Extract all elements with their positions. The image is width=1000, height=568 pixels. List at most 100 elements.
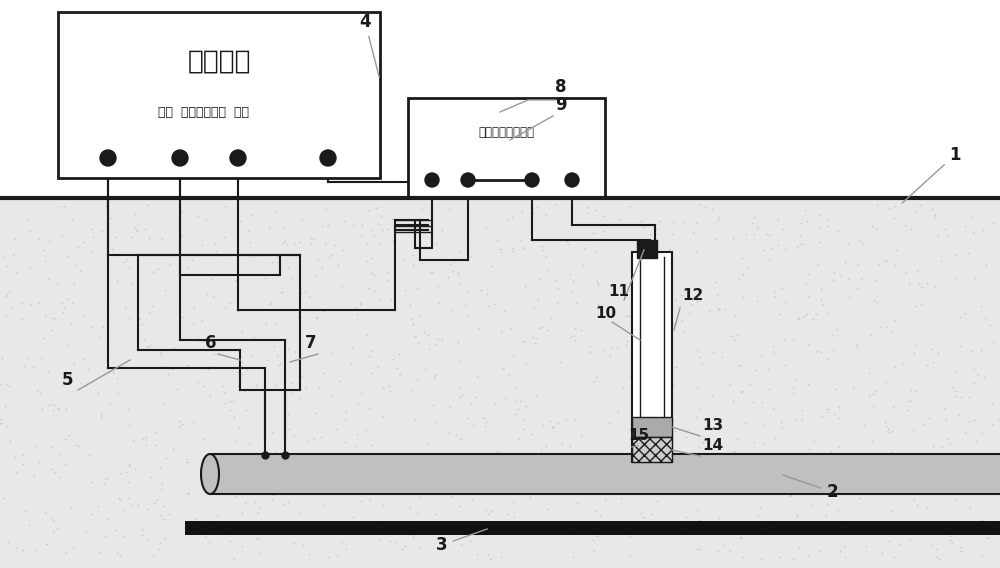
Text: 6: 6: [205, 334, 216, 352]
Point: [258, 319, 274, 328]
Point: [913, 299, 929, 308]
Point: [753, 554, 769, 563]
Point: [848, 454, 864, 463]
Point: [774, 423, 790, 432]
Point: [770, 240, 786, 249]
Point: [331, 377, 347, 386]
Point: [143, 473, 159, 482]
Point: [925, 358, 941, 367]
Point: [359, 239, 375, 248]
Point: [217, 303, 233, 312]
Point: [633, 508, 649, 517]
Point: [0, 402, 13, 411]
Point: [643, 510, 659, 519]
Point: [929, 553, 945, 562]
Point: [252, 503, 268, 512]
Point: [688, 218, 704, 227]
Point: [469, 550, 485, 559]
Point: [505, 244, 521, 253]
Point: [230, 367, 246, 377]
Point: [879, 256, 895, 265]
Point: [514, 338, 530, 347]
Point: [156, 502, 172, 511]
Point: [324, 250, 340, 260]
Point: [518, 402, 534, 411]
Text: 7: 7: [305, 334, 317, 352]
Point: [763, 244, 779, 253]
Circle shape: [565, 173, 579, 187]
Point: [350, 400, 366, 409]
Point: [794, 406, 810, 415]
Point: [444, 491, 460, 500]
Point: [966, 379, 982, 388]
Point: [565, 530, 581, 539]
Point: [717, 304, 733, 314]
Point: [756, 420, 772, 429]
Point: [423, 268, 439, 277]
Point: [37, 310, 53, 319]
Point: [887, 202, 903, 211]
Point: [985, 219, 1000, 228]
Point: [286, 538, 302, 547]
Point: [144, 302, 160, 311]
Point: [410, 339, 426, 348]
Point: [901, 517, 917, 527]
Point: [424, 268, 440, 277]
Point: [948, 495, 964, 504]
Point: [942, 535, 958, 544]
Point: [37, 256, 53, 265]
Point: [797, 206, 813, 215]
Point: [295, 541, 311, 550]
Point: [363, 268, 379, 277]
Point: [459, 414, 475, 423]
Point: [264, 464, 280, 473]
Point: [586, 546, 602, 556]
Point: [385, 237, 401, 246]
Point: [733, 387, 749, 396]
Point: [429, 544, 445, 553]
Point: [750, 510, 766, 519]
Point: [450, 269, 466, 278]
Point: [826, 267, 842, 276]
Point: [31, 458, 47, 467]
Point: [45, 528, 61, 537]
Point: [31, 234, 47, 243]
Point: [612, 520, 628, 529]
Point: [335, 480, 351, 489]
Text: 阳极管道试片参比: 阳极管道试片参比: [479, 127, 534, 140]
Point: [562, 441, 578, 450]
Point: [83, 247, 99, 256]
Point: [363, 346, 379, 356]
Point: [45, 405, 61, 414]
Point: [500, 509, 516, 518]
Point: [346, 474, 362, 483]
Point: [189, 336, 205, 345]
Point: [798, 278, 814, 287]
Point: [566, 332, 582, 341]
Point: [855, 239, 871, 248]
Point: [384, 214, 400, 223]
Point: [246, 252, 262, 261]
Point: [273, 450, 289, 460]
Point: [428, 339, 444, 348]
Point: [489, 447, 505, 456]
Point: [409, 375, 425, 385]
Point: [691, 515, 707, 524]
Point: [914, 527, 930, 536]
Point: [280, 498, 296, 507]
Point: [205, 291, 221, 300]
Point: [901, 397, 917, 406]
Point: [250, 508, 266, 517]
Point: [714, 353, 730, 362]
Point: [14, 315, 30, 324]
Point: [921, 413, 937, 422]
Point: [72, 267, 88, 276]
Point: [568, 299, 584, 308]
Point: [892, 540, 908, 549]
Point: [953, 547, 969, 556]
Point: [407, 414, 423, 423]
Point: [944, 537, 960, 546]
Point: [320, 552, 336, 561]
Point: [465, 421, 481, 430]
Point: [711, 305, 727, 314]
